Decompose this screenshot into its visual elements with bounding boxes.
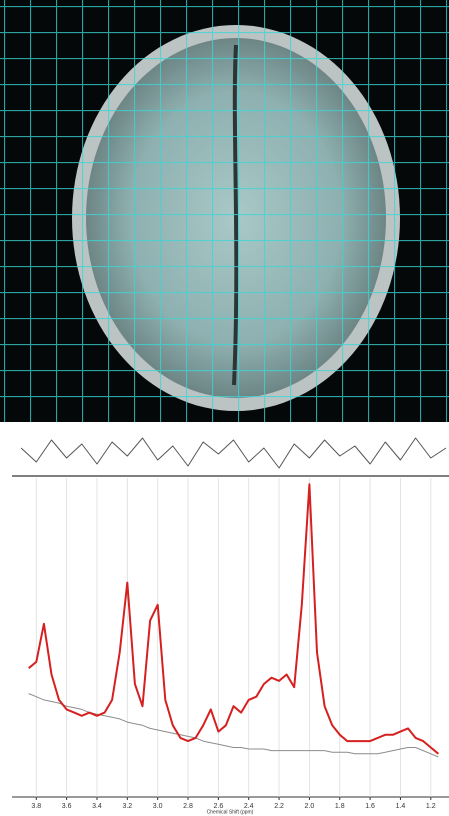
- x-tick-label: 3.0: [153, 803, 163, 810]
- figure: 3.83.63.43.23.02.82.62.42.22.01.81.61.41…: [0, 0, 449, 816]
- x-axis-label: Chemical Shift (ppm): [207, 809, 254, 815]
- x-tick-label: 1.4: [396, 803, 406, 810]
- x-tick-label: 2.0: [305, 803, 315, 810]
- x-tick-label: 1.6: [365, 803, 375, 810]
- x-tick-label: 3.2: [122, 803, 132, 810]
- brain-image: [0, 0, 449, 422]
- page: {"chart_data": [ {"type": "line", "xlabe…: [0, 0, 449, 816]
- x-tick-label: 2.2: [274, 803, 284, 810]
- x-tick-label: 2.8: [183, 803, 193, 810]
- x-tick-label: 3.6: [62, 803, 72, 810]
- x-tick-label: 3.4: [92, 803, 102, 810]
- x-tick-label: 1.8: [335, 803, 345, 810]
- spectrum-panel: [0, 422, 449, 816]
- x-tick-label: 3.8: [31, 803, 41, 810]
- x-tick-label: 1.2: [426, 803, 436, 810]
